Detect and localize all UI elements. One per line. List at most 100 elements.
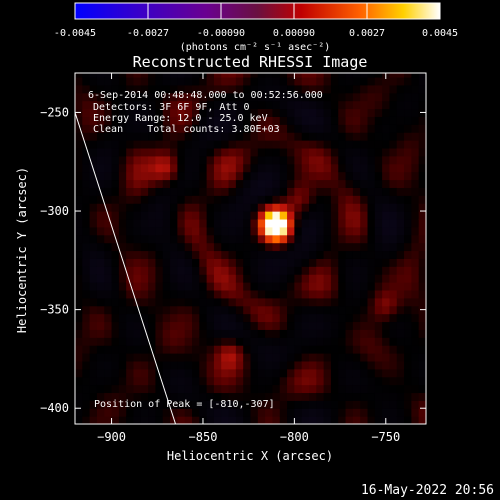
heatmap-cell	[206, 329, 215, 338]
heatmap-cell	[192, 274, 200, 283]
heatmap-cell	[133, 140, 142, 149]
heatmap-cell	[360, 368, 369, 378]
heatmap-cell	[382, 274, 391, 283]
heatmap-cell	[367, 408, 376, 417]
heatmap-cell	[126, 147, 135, 157]
heatmap-cell	[96, 132, 105, 141]
heatmap-cell	[294, 163, 303, 173]
heatmap-cell	[206, 266, 215, 275]
heatmap-cell	[75, 250, 83, 259]
heatmap-cell	[345, 392, 354, 401]
heatmap-cell	[82, 242, 91, 252]
heatmap-cell	[213, 116, 222, 125]
heatmap-cell	[89, 211, 98, 220]
heatmap-cell	[360, 76, 369, 86]
heatmap-cell	[265, 250, 274, 259]
heatmap-cell	[140, 100, 149, 110]
heatmap-cell	[338, 84, 347, 94]
heatmap-cell	[177, 195, 186, 204]
heatmap-cell	[367, 100, 376, 110]
heatmap-cell	[316, 400, 325, 409]
heatmap-cell	[192, 266, 200, 275]
heatmap-cell	[192, 147, 200, 157]
heatmap-cell	[294, 368, 303, 378]
heatmap-cell	[352, 250, 361, 259]
heatmap-cell	[396, 226, 405, 236]
heatmap-cell	[75, 140, 83, 149]
heatmap-cell	[396, 408, 405, 417]
heatmap-cell	[396, 76, 405, 86]
heatmap-cell	[148, 171, 157, 181]
heatmap-cell	[279, 274, 288, 283]
heatmap-cell	[250, 337, 259, 346]
heatmap-cell	[177, 84, 186, 94]
heatmap-cell	[374, 250, 383, 259]
heatmap-cell	[126, 132, 135, 141]
heatmap-cell	[206, 92, 215, 102]
heatmap-cell	[257, 297, 266, 307]
heatmap-cell	[287, 226, 295, 236]
heatmap-cell	[126, 329, 135, 338]
heatmap-cell	[75, 73, 83, 78]
heatmap-cell	[75, 171, 83, 181]
heatmap-cell	[82, 179, 91, 188]
heatmap-cell	[104, 100, 113, 110]
heatmap-cell	[140, 179, 149, 188]
heatmap-cell	[148, 353, 157, 362]
heatmap-cell	[75, 282, 83, 291]
heatmap-cell	[235, 242, 244, 252]
heatmap-cell	[118, 400, 127, 409]
heatmap-cell	[221, 376, 230, 386]
heatmap-cell	[243, 345, 252, 354]
heatmap-cell	[360, 171, 369, 181]
heatmap-cell	[89, 108, 98, 117]
heatmap-cell	[374, 408, 383, 417]
heatmap-cell	[96, 108, 105, 117]
heatmap-cell	[250, 100, 259, 110]
heatmap-cell	[360, 147, 369, 157]
heatmap-cell	[411, 274, 420, 283]
heatmap-cell	[382, 132, 391, 141]
heatmap-cell	[257, 187, 266, 196]
heatmap-cell	[155, 400, 164, 409]
heatmap-cell	[140, 203, 149, 212]
heatmap-cell	[75, 132, 83, 141]
heatmap-cell	[265, 203, 274, 212]
heatmap-cell	[404, 368, 412, 378]
heatmap-cell	[82, 282, 91, 291]
heatmap-cell	[374, 392, 383, 401]
heatmap-cell	[192, 73, 200, 78]
heatmap-cell	[228, 282, 237, 291]
heatmap-cell	[184, 353, 193, 362]
heatmap-cell	[162, 408, 171, 417]
heatmap-cell	[243, 140, 252, 149]
heatmap-cell	[330, 163, 339, 173]
heatmap-cell	[228, 218, 237, 228]
heatmap-cell	[170, 313, 178, 323]
heatmap-cell	[323, 345, 332, 354]
heatmap-cell	[235, 92, 244, 102]
heatmap-cell	[140, 384, 149, 394]
heatmap-cell	[301, 416, 310, 424]
heatmap-cell	[345, 360, 354, 370]
heatmap-cell	[192, 132, 200, 141]
heatmap-cell	[148, 73, 157, 78]
heatmap-cell	[177, 416, 186, 424]
heatmap-cell	[338, 353, 347, 362]
heatmap-cell	[111, 179, 120, 188]
heatmap-cell	[177, 282, 186, 291]
heatmap-cell	[213, 218, 222, 228]
heatmap-cell	[294, 187, 303, 196]
heatmap-cell	[133, 368, 142, 378]
heatmap-cell	[155, 329, 164, 338]
heatmap-cell	[265, 226, 274, 236]
heatmap-cell	[96, 305, 105, 315]
heatmap-cell	[96, 147, 105, 157]
heatmap-cell	[184, 226, 193, 236]
heatmap-cell	[396, 84, 405, 94]
heatmap-cell	[206, 179, 215, 188]
heatmap-cell	[140, 147, 149, 157]
heatmap-cell	[170, 289, 178, 299]
heatmap-cell	[279, 100, 288, 110]
heatmap-cell	[294, 108, 303, 117]
